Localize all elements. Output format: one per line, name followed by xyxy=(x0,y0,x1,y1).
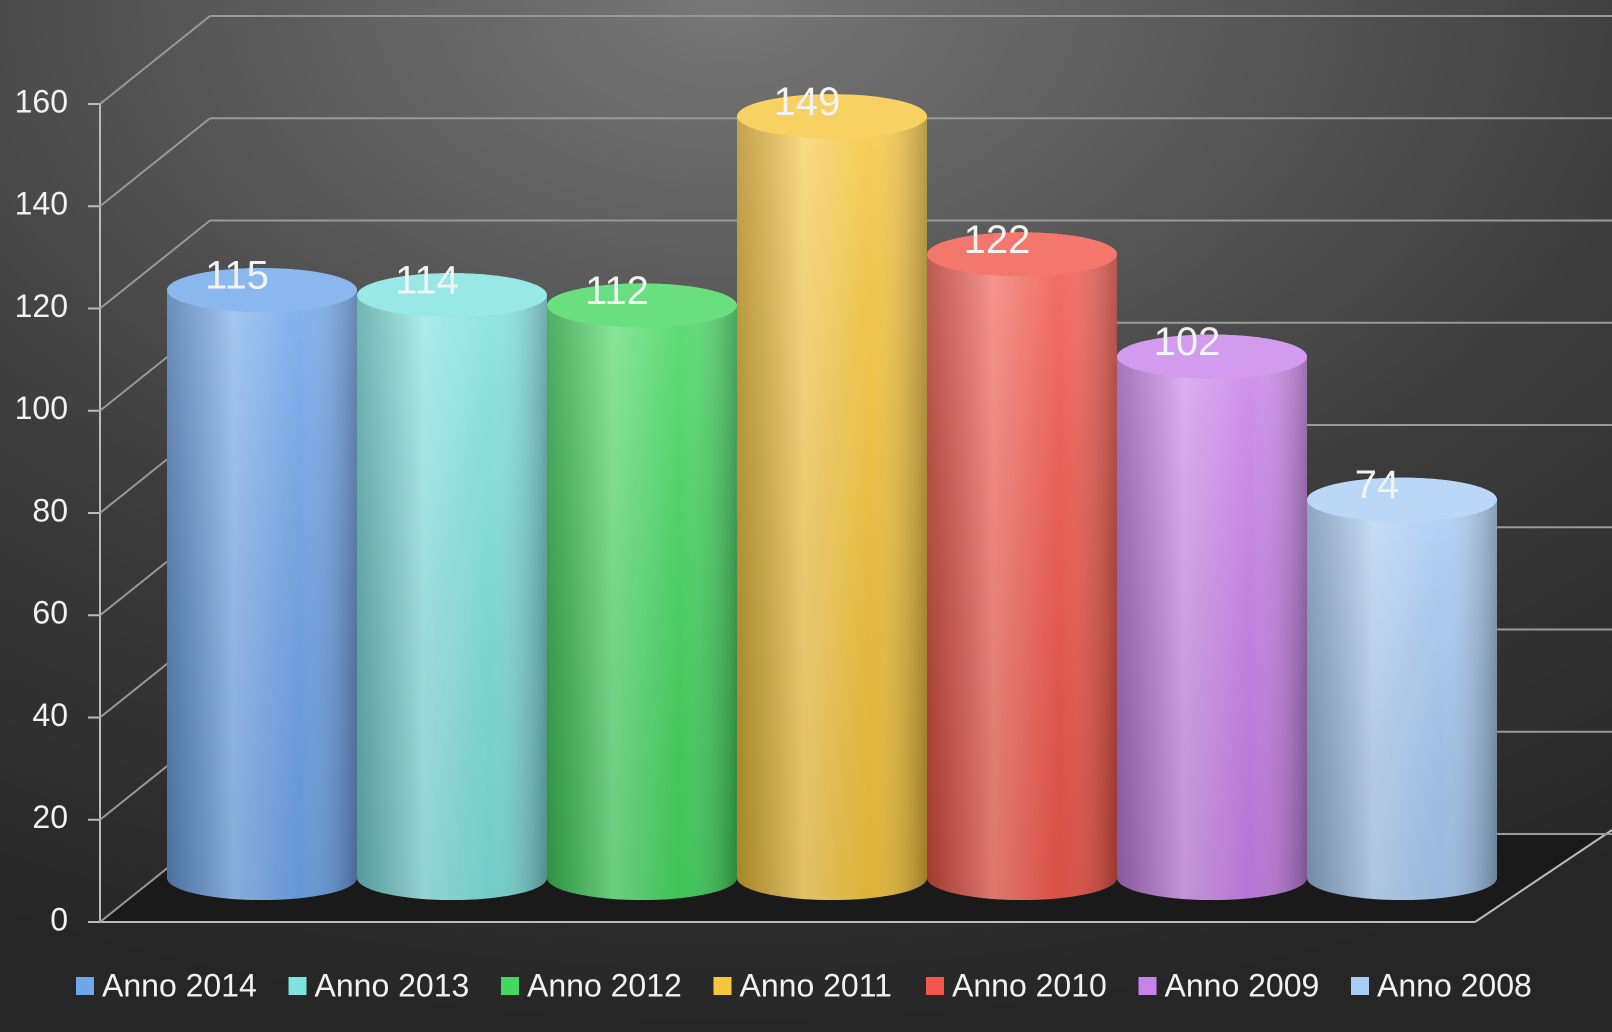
value-label: 149 xyxy=(774,80,841,124)
y-tick-label: 100 xyxy=(15,390,68,426)
grid-line xyxy=(99,15,211,105)
legend-swatch xyxy=(76,977,94,995)
y-tick-label: 80 xyxy=(32,492,68,528)
legend-label: Anno 2011 xyxy=(740,967,892,1003)
cylinder-top-shade xyxy=(547,283,737,328)
legend-swatch xyxy=(1351,977,1369,995)
cylinder-top xyxy=(1307,477,1497,522)
cylinder-top xyxy=(737,94,927,139)
grid-line xyxy=(99,117,211,208)
value-label: 74 xyxy=(1355,463,1400,507)
cylinder-top xyxy=(927,232,1117,277)
y-tick-label: 120 xyxy=(15,288,68,324)
value-label: 102 xyxy=(1154,320,1221,364)
cylinder-top-shade xyxy=(1307,477,1497,522)
cylinder-shade xyxy=(167,268,357,901)
legend-label: Anno 2008 xyxy=(1377,967,1532,1003)
y-tick-label: 0 xyxy=(50,901,68,937)
cylinder-shade xyxy=(357,273,547,900)
y-tick-label: 20 xyxy=(32,799,68,835)
cylinder-shade xyxy=(547,283,737,900)
cylinder-top xyxy=(1117,334,1307,379)
value-label: 114 xyxy=(395,259,459,303)
cylinder-top-shade xyxy=(357,273,547,318)
legend-label: Anno 2012 xyxy=(527,967,682,1003)
legend-swatch xyxy=(1138,977,1157,995)
cylinder-top xyxy=(547,283,737,328)
cylinder-shade xyxy=(1117,334,1307,900)
legend-label: Anno 2013 xyxy=(315,967,470,1003)
legend-swatch xyxy=(926,977,944,995)
cylinder-shade xyxy=(1307,477,1497,900)
cylinder-shade xyxy=(927,232,1117,900)
floor-edge xyxy=(1474,829,1612,923)
legend-swatch xyxy=(713,977,732,995)
y-tick-label: 40 xyxy=(32,697,68,733)
cylinder-top-shade xyxy=(737,94,927,139)
legend-label: Anno 2014 xyxy=(102,967,257,1003)
cylinder-top xyxy=(167,268,357,313)
cylinder-top-shade xyxy=(1117,334,1307,379)
value-label: 115 xyxy=(205,254,269,298)
grid-line xyxy=(99,219,211,310)
legend-label: Anno 2010 xyxy=(952,967,1107,1003)
y-tick-label: 140 xyxy=(15,186,68,222)
cylinder-top-shade xyxy=(167,268,357,313)
value-label: 112 xyxy=(585,269,649,313)
legend-swatch xyxy=(501,977,519,995)
cylinder-top xyxy=(357,273,547,318)
cylinder-shade xyxy=(737,94,927,901)
cylinder-top-shade xyxy=(927,232,1117,277)
y-tick-label: 160 xyxy=(15,83,68,119)
value-label: 122 xyxy=(964,218,1031,262)
legend-swatch xyxy=(288,977,307,995)
y-tick-label: 60 xyxy=(32,595,68,631)
legend-label: Anno 2009 xyxy=(1165,967,1320,1003)
